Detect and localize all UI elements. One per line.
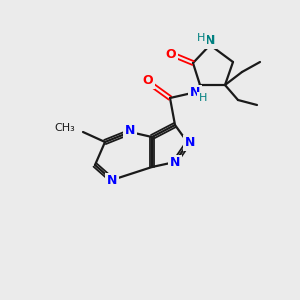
Text: N: N	[205, 34, 215, 47]
Text: N: N	[190, 86, 200, 100]
Text: O: O	[166, 49, 176, 62]
Text: H: H	[199, 93, 207, 103]
Text: N: N	[170, 157, 180, 169]
Text: O: O	[143, 74, 153, 88]
Text: N: N	[125, 124, 135, 137]
Text: CH₃: CH₃	[54, 123, 75, 133]
Text: N: N	[185, 136, 195, 149]
Text: N: N	[107, 175, 117, 188]
Text: H: H	[197, 33, 205, 43]
